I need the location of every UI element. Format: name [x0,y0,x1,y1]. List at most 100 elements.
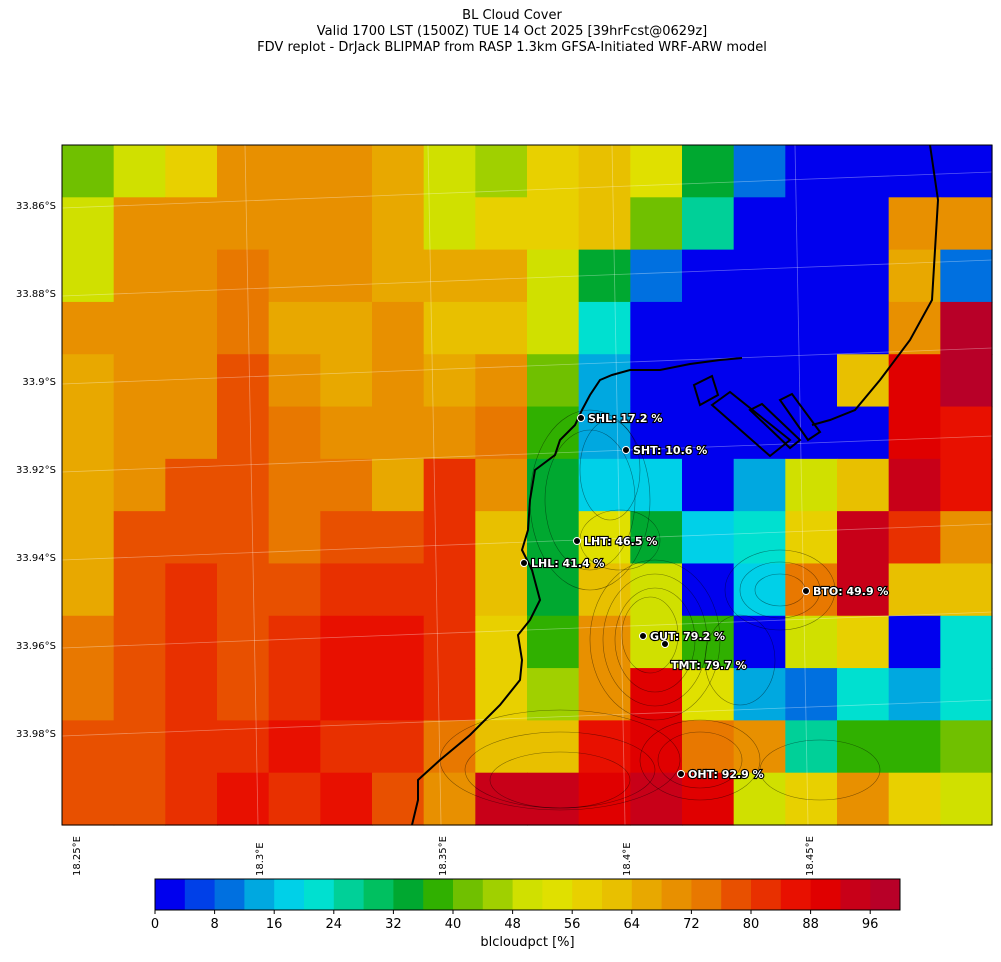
heatmap-cell [578,668,631,721]
latitude-tick-label: 33.92°S [16,465,56,476]
latitude-tick-label: 33.88°S [16,289,56,300]
heatmap-cell [268,563,321,617]
longitude-tick-label: 18.25°E [72,836,83,876]
heatmap-cell [888,354,941,408]
heatmap-cell [268,249,321,303]
heatmap-cell [578,772,631,826]
heatmap-cell [165,249,218,303]
latitude-tick-label: 33.94°S [16,553,56,564]
heatmap-cell [320,668,373,721]
heatmap-cell [372,354,425,408]
heatmap-cell [62,145,115,198]
heatmap-cell [268,354,321,408]
heatmap-cell [217,511,270,565]
heatmap-cell [113,511,166,565]
heatmap-grid [62,145,993,826]
heatmap-cell [217,563,270,617]
colorbar-segment [423,879,454,910]
heatmap-cell [217,772,270,826]
heatmap-cell [888,458,941,512]
heatmap-cell [62,772,115,826]
heatmap-cell [165,668,218,721]
heatmap-cell [475,301,528,355]
station-label-shl: SHL: 17.2 % [588,412,662,425]
heatmap-cell [62,197,115,251]
colorbar [154,879,901,914]
latitude-tick-label: 33.98°S [16,729,56,740]
heatmap-cell [475,563,528,617]
heatmap-cell [113,720,166,774]
heatmap-cell [837,772,890,826]
heatmap-cell [113,458,166,512]
longitude-tick-label: 18.45°E [805,836,816,876]
heatmap-cell [268,197,321,251]
heatmap-cell [733,197,786,251]
heatmap-cell [837,668,890,721]
heatmap-cell [475,354,528,408]
heatmap-cell [475,511,528,565]
heatmap-cell [733,615,786,669]
heatmap-cell [682,772,735,826]
station-label-oht: OHT: 92.9 % [688,768,764,781]
heatmap-cell [682,511,735,565]
heatmap-cell [940,615,993,669]
heatmap-cell [372,668,425,721]
heatmap-cell [165,145,218,198]
heatmap-cell [372,511,425,565]
heatmap-cell [475,406,528,460]
heatmap-cell [733,511,786,565]
heatmap-cell [423,301,476,355]
station-marker-gut [639,632,647,640]
station-label-bto: BTO: 49.9 % [813,585,888,598]
heatmap-cell [940,511,993,565]
heatmap-cell [268,772,321,826]
heatmap-cell [217,406,270,460]
heatmap-cell [268,406,321,460]
heatmap-cell [888,772,941,826]
station-label-gut: GUT: 79.2 % [650,630,725,643]
heatmap-cell [940,145,993,198]
heatmap-cell [785,197,838,251]
heatmap-cell [320,563,373,617]
colorbar-segment [453,879,484,910]
heatmap-cell [475,145,528,198]
heatmap-cell [733,458,786,512]
terrain-contours [439,409,881,811]
colorbar-tick-label: 40 [444,917,462,932]
heatmap-cell [888,563,941,617]
heatmap-cell [682,197,735,251]
heatmap-cell [630,511,683,565]
heatmap-cell [165,511,218,565]
heatmap-cell [320,301,373,355]
heatmap-cell [475,197,528,251]
heatmap-cell [630,354,683,408]
heatmap-cell [320,458,373,512]
colorbar-tick-label: 16 [265,917,283,932]
colorbar-tick-label: 24 [325,917,343,932]
heatmap-cell [630,563,683,617]
heatmap-cell [527,145,580,198]
heatmap-cell [320,511,373,565]
heatmap-cell [578,301,631,355]
station-marker-shl [577,414,585,422]
heatmap-cell [682,615,735,669]
heatmap-cell [940,354,993,408]
heatmap-cell [320,197,373,251]
heatmap-cell [630,720,683,774]
heatmap-cell [423,511,476,565]
heatmap-cell [682,145,735,198]
colorbar-tick-label: 56 [563,917,581,932]
heatmap-cell [527,249,580,303]
heatmap-cell [62,720,115,774]
heatmap-cell [733,772,786,826]
heatmap-cell [527,772,580,826]
heatmap-cell [62,354,115,408]
heatmap-cell [888,720,941,774]
heatmap-cell [682,563,735,617]
colorbar-segment [274,879,305,910]
heatmap-cell [630,249,683,303]
heatmap-cell [888,406,941,460]
heatmap-cell [578,615,631,669]
colorbar-segment [304,879,335,910]
heatmap-cell [837,720,890,774]
